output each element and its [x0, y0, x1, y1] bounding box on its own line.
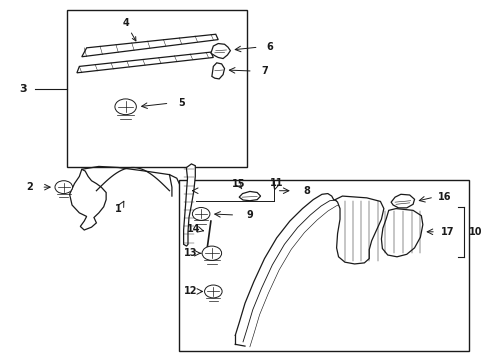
- Text: 16: 16: [438, 192, 451, 202]
- Polygon shape: [77, 52, 213, 73]
- Text: 7: 7: [261, 66, 268, 76]
- Text: 10: 10: [469, 227, 483, 237]
- Text: 17: 17: [441, 227, 454, 237]
- Circle shape: [115, 99, 136, 114]
- Polygon shape: [381, 208, 423, 257]
- Circle shape: [193, 207, 210, 220]
- Text: 8: 8: [303, 186, 310, 196]
- Text: 13: 13: [184, 248, 197, 258]
- Text: 9: 9: [246, 210, 253, 220]
- Polygon shape: [391, 194, 415, 208]
- Bar: [67, 10, 247, 167]
- Polygon shape: [184, 164, 196, 246]
- Text: 15: 15: [232, 179, 246, 189]
- Circle shape: [204, 285, 222, 298]
- Text: 11: 11: [270, 178, 283, 188]
- Text: 1: 1: [115, 204, 122, 214]
- Bar: [179, 180, 469, 351]
- Circle shape: [202, 246, 221, 260]
- Text: 5: 5: [178, 98, 185, 108]
- Polygon shape: [82, 34, 218, 57]
- Text: 12: 12: [184, 287, 197, 296]
- Polygon shape: [70, 169, 106, 230]
- Circle shape: [55, 181, 73, 194]
- Polygon shape: [212, 63, 224, 79]
- Polygon shape: [239, 192, 261, 201]
- Text: 14: 14: [187, 224, 200, 234]
- Text: 4: 4: [122, 18, 136, 41]
- Polygon shape: [211, 44, 230, 59]
- Polygon shape: [335, 196, 384, 264]
- Text: 3: 3: [20, 84, 27, 94]
- Text: 2: 2: [26, 182, 33, 192]
- Text: 6: 6: [266, 42, 273, 52]
